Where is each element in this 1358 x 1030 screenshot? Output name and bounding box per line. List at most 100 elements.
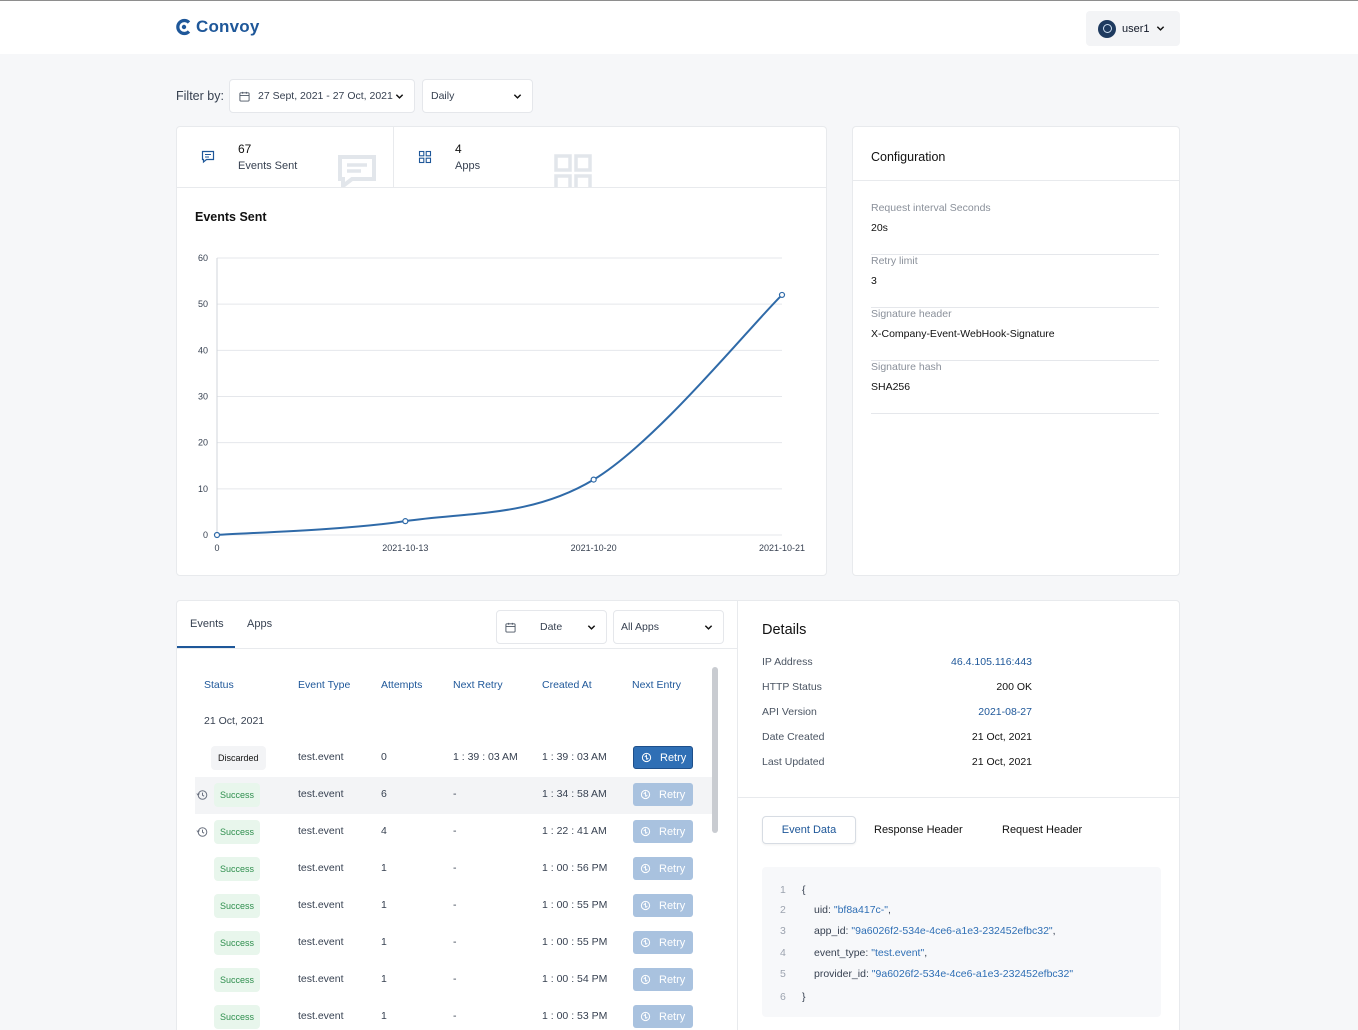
detail-value[interactable]: 46.4.105.116:443 [951,656,1032,668]
calendar-icon [505,622,516,633]
frequency-value: Daily [431,90,455,102]
table-scrollbar[interactable] [712,667,718,833]
tab-events[interactable]: Events [190,618,224,630]
stats-card: 67 Events Sent 4 Apps Events Sent 0 10 20 3… [176,126,827,576]
tab-apps[interactable]: Apps [247,618,273,630]
retry-button[interactable]: Retry [633,857,693,880]
detail-value: 21 Oct, 2021 [971,756,1032,768]
created-at-cell: 1 : 00 : 55 PM [542,899,608,911]
user-menu-button[interactable]: user1 [1086,11,1180,46]
table-row[interactable]: Discarded test.event 0 1 : 39 : 03 AM 1 … [195,740,715,777]
chevron-down-icon [587,625,596,630]
message-icon [201,150,215,164]
grid-watermark-icon [554,154,592,188]
events-sent-stat: 67 Events Sent [177,127,394,188]
configuration-title: Configuration [871,150,946,164]
apps-count: 4 [455,142,462,156]
table-row[interactable]: Success test.event 1 - 1 : 00 : 56 PM Re… [195,851,715,888]
date-range-value: 27 Sept, 2021 - 27 Oct, 2021 [258,90,393,102]
retry-button[interactable]: Retry [633,968,693,991]
code-line: 5 provider_id: "9a6026f2-534e-4ce6-a1e3-… [762,968,1161,988]
config-label: Signature hash [871,361,942,373]
table-row[interactable]: Success test.event 6 - 1 : 34 : 58 AM Re… [195,777,715,814]
events-apps-filter[interactable]: All Apps [613,610,724,644]
retry-button[interactable]: Retry [633,820,693,843]
column-header-event-type[interactable]: Event Type [298,679,351,691]
detail-value[interactable]: 2021-08-27 [978,706,1032,718]
table-row[interactable]: Success test.event 1 - 1 : 00 : 55 PM Re… [195,888,715,925]
detail-http-status: HTTP Status 200 OK [762,681,1032,701]
apps-stat: 4 Apps [394,127,828,188]
x-tick-label: 2021-10-21 [759,543,805,553]
retry-button[interactable]: Retry [633,783,693,806]
apps-filter-value: All Apps [621,621,659,633]
json-value: "9a6026f2-534e-4ce6-a1e3-232452efbc32" [851,925,1053,937]
retry-label: Retry [659,899,686,912]
frequency-select[interactable]: Daily [422,79,533,113]
attempts-cell: 1 [381,1010,387,1022]
created-at-cell: 1 : 00 : 53 PM [542,1010,608,1022]
event-type-cell: test.event [298,862,344,874]
retry-label: Retry [659,973,686,986]
retry-label: Retry [659,825,686,838]
tab-request-header[interactable]: Request Header [1002,824,1083,836]
column-header-next-entry[interactable]: Next Entry [632,679,682,691]
column-header-next-retry[interactable]: Next Retry [453,679,503,691]
table-row[interactable]: Success test.event 4 - 1 : 22 : 41 AM Re… [195,814,715,851]
code-text: event_type: "test.event", [814,947,927,959]
table-row[interactable]: Success test.event 1 - 1 : 00 : 53 PM Re… [195,999,715,1030]
status-badge: Success [214,968,261,992]
y-tick-label: 40 [198,345,208,355]
config-retry-limit: Retry limit 3 [871,255,1159,308]
active-tab-indicator [177,646,235,648]
tab-response-header[interactable]: Response Header [874,824,963,836]
attempts-cell: 1 [381,973,387,985]
events-sent-label: Events Sent [238,160,298,172]
retry-button[interactable]: Retry [633,894,693,917]
retry-button[interactable]: Retry [633,746,693,769]
config-label: Signature header [871,308,952,320]
table-row[interactable]: Success test.event 1 - 1 : 00 : 54 PM Re… [195,962,715,999]
column-header-created-at[interactable]: Created At [542,679,592,691]
json-key: event_type: [814,947,872,959]
config-value: 20s [871,222,888,234]
table-row[interactable]: Success test.event 1 - 1 : 00 : 55 PM Re… [195,925,715,962]
retry-icon [641,752,652,763]
detail-api-version: API Version 2021-08-27 [762,706,1032,726]
line-number: 5 [780,968,786,980]
series-line [216,294,783,536]
y-tick-label: 20 [198,438,208,448]
attempts-cell: 1 [381,936,387,948]
detail-label: Date Created [762,731,825,743]
config-value: 3 [871,275,877,287]
config-value: X-Company-Event-WebHook-Signature [871,328,1055,340]
top-bar: Convoy user1 [0,0,1358,54]
chevron-down-icon [395,94,404,99]
date-filter-value: Date [540,621,563,633]
created-at-cell: 1 : 34 : 58 AM [542,788,607,800]
config-request-interval: Request interval Seconds 20s [871,202,1159,255]
next-retry-cell: - [453,899,457,911]
next-retry-cell: - [453,1010,457,1022]
convoy-logo[interactable]: Convoy [175,17,260,37]
event-type-cell: test.event [298,1010,344,1022]
next-retry-cell: - [453,973,457,985]
code-line: 3 app_id: "9a6026f2-534e-4ce6-a1e3-23245… [762,925,1161,945]
data-point [590,476,597,483]
status-badge: Success [214,1005,261,1029]
retry-button[interactable]: Retry [633,931,693,954]
status-badge: Success [214,857,261,881]
detail-value: 200 OK [996,681,1032,693]
retry-button[interactable]: Retry [633,1005,693,1028]
attempts-cell: 4 [381,825,387,837]
tab-event-data[interactable]: Event Data [762,816,856,844]
created-at-cell: 1 : 22 : 41 AM [542,825,607,837]
convoy-logo-icon [176,18,191,36]
data-point [213,531,221,539]
x-tick-label: 2021-10-13 [382,543,428,553]
column-header-attempts[interactable]: Attempts [381,679,423,691]
json-value: "9a6026f2-534e-4ce6-a1e3-232452efbc32" [871,968,1074,980]
events-date-filter[interactable]: Date [496,610,607,644]
date-range-picker[interactable]: 27 Sept, 2021 - 27 Oct, 2021 [229,79,415,113]
column-header-status[interactable]: Status [204,679,234,691]
